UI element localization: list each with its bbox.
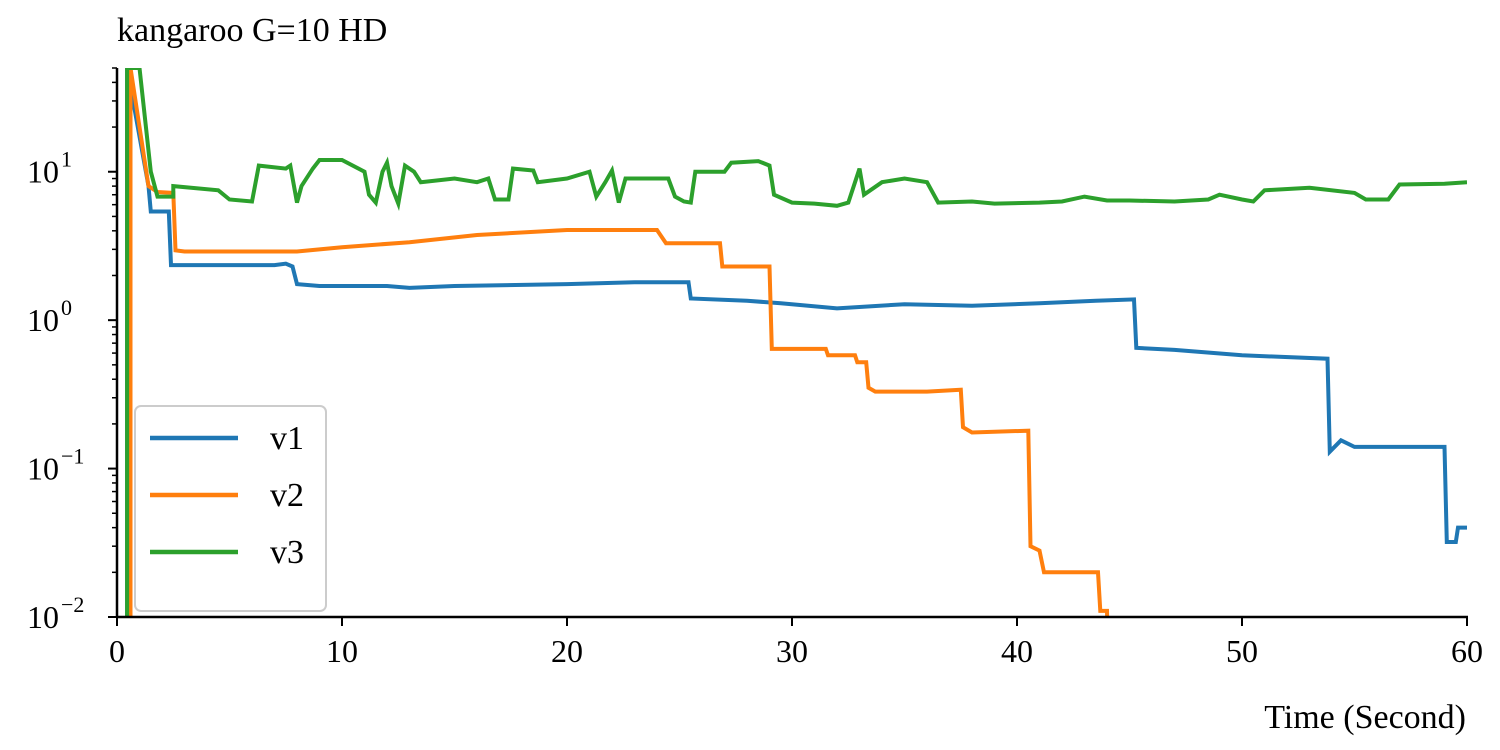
x-axis-label: Time (Second) — [1264, 699, 1466, 736]
x-tick-label: 0 — [109, 633, 125, 669]
legend-label-v3: v3 — [270, 534, 304, 571]
y-tick-label: 10 — [27, 451, 59, 487]
legend: v1 v2 v3 — [134, 405, 327, 612]
x-tick-label: 20 — [551, 633, 583, 669]
y-tick-label-base: 10 — [27, 451, 59, 487]
y-tick-label-exponent: 0 — [61, 295, 72, 320]
y-tick-label-exponent: −1 — [61, 444, 84, 469]
series-line-v2 — [128, 68, 1110, 617]
y-tick-label: 10 — [27, 599, 59, 635]
series-line-v3 — [125, 68, 1467, 617]
x-tick-label: 40 — [1001, 633, 1033, 669]
legend-box — [134, 405, 327, 612]
x-ticks: 0 10 20 30 40 50 60 — [109, 617, 1483, 669]
series-line-v1 — [125, 68, 1467, 617]
legend-label-v1: v1 — [270, 420, 304, 457]
y-tick-label-exponent: 1 — [61, 147, 72, 172]
x-tick-label: 30 — [776, 633, 808, 669]
y-tick-label-base: 10 — [27, 599, 59, 635]
y-tick-label: 10 — [27, 154, 59, 190]
x-tick-label: 10 — [326, 633, 358, 669]
y-tick-label-exponent: −2 — [61, 592, 84, 617]
x-tick-label: 60 — [1451, 633, 1483, 669]
y-tick-label-base: 10 — [27, 154, 59, 190]
chart-title: kangaroo G=10 HD — [117, 12, 387, 49]
y-tick-label-base: 10 — [27, 302, 59, 338]
series-layer — [125, 68, 1467, 617]
legend-label-v2: v2 — [270, 477, 304, 514]
y-tick-label: 10 — [27, 302, 59, 338]
x-tick-label: 50 — [1226, 633, 1258, 669]
